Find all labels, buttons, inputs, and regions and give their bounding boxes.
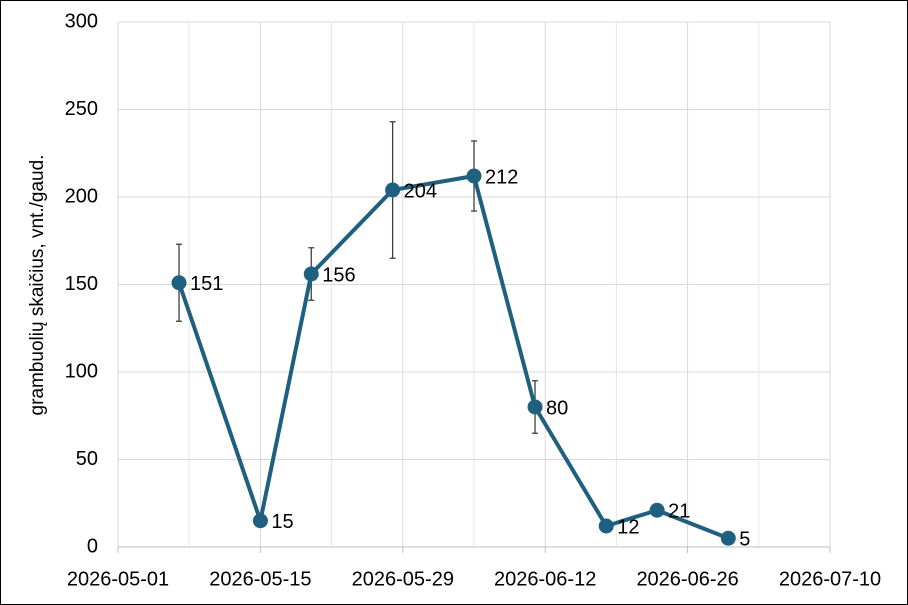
data-label: 80 [546,397,568,419]
point [466,168,482,184]
point [252,513,268,529]
data-label: 156 [322,264,355,286]
point [720,530,736,546]
x-tick-label: 2026-05-01 [67,568,169,590]
point [649,502,665,518]
data-label: 12 [617,516,639,538]
data-label: 21 [668,501,690,523]
data-label: 204 [404,180,437,202]
point [527,399,543,415]
y-tick-label: 150 [65,273,98,295]
x-tick-label: 2026-06-12 [494,568,596,590]
point [303,266,319,282]
y-tick-label: 200 [65,185,98,207]
data-label: 212 [485,166,518,188]
y-tick-label: 50 [76,448,98,470]
y-tick-label: 250 [65,98,98,120]
y-axis-label: grambuolių skaičius, vnt./gaud. [27,155,48,416]
x-tick-label: 2026-05-15 [209,568,311,590]
x-tick-label: 2026-06-26 [636,568,738,590]
x-tick-label: 2026-05-29 [352,568,454,590]
point [385,182,401,198]
point [598,518,614,534]
data-label: 5 [739,529,750,551]
y-tick-label: 300 [65,10,98,32]
point [171,275,187,291]
y-tick-label: 0 [87,535,98,557]
data-label: 15 [271,511,293,533]
x-tick-label: 2026-07-10 [779,568,881,590]
data-label: 151 [190,273,223,295]
y-tick-label: 100 [65,360,98,382]
